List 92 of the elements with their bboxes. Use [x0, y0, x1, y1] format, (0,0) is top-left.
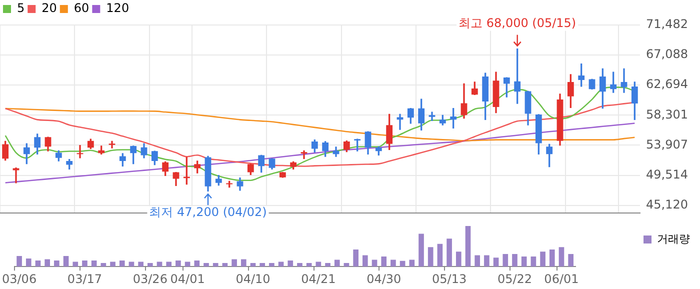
legend-label: 20 — [42, 1, 57, 16]
candlestick — [300, 150, 308, 159]
bar — [521, 256, 527, 267]
y-tick-label: 67,088 — [646, 47, 688, 62]
bar — [138, 262, 144, 267]
x-tick-label: 03/06 — [2, 272, 37, 286]
x-tick-label: 05/22 — [497, 272, 532, 286]
x-tick-label: 06/01 — [544, 272, 579, 286]
x-tick-label: 04/01 — [170, 272, 205, 286]
annotation: 최고 68,000 (05/15) — [458, 16, 576, 30]
line-series — [4, 122, 636, 184]
x-tick-label: 03/17 — [67, 272, 102, 286]
bar — [63, 256, 69, 267]
bar — [381, 256, 387, 267]
x-tick-label: 03/26 — [132, 272, 168, 286]
bar — [212, 262, 218, 267]
bar — [316, 262, 322, 267]
bar — [446, 238, 452, 267]
bar — [54, 260, 60, 267]
bar — [16, 256, 22, 267]
bar — [568, 254, 574, 267]
y-tick-label: 49,514 — [646, 167, 688, 182]
bar — [269, 262, 274, 267]
legend-label: 5 — [17, 1, 25, 16]
x-tick-label: 04/10 — [236, 272, 270, 286]
bar — [344, 262, 350, 267]
bar — [26, 258, 32, 267]
bar — [288, 260, 294, 267]
bar — [100, 262, 106, 267]
bar — [110, 262, 116, 267]
bar — [194, 260, 200, 267]
bar — [148, 262, 153, 267]
bar — [166, 262, 172, 267]
bar — [156, 262, 162, 267]
bar — [222, 262, 228, 267]
bar — [240, 259, 246, 267]
bar — [353, 250, 358, 267]
y-tick-label: 45,120 — [646, 197, 688, 212]
bar — [474, 255, 480, 267]
bar — [502, 254, 508, 267]
bar — [540, 252, 546, 267]
bar — [204, 262, 209, 267]
bar — [400, 260, 406, 267]
x-tick-label: 05/13 — [432, 272, 467, 286]
bar — [437, 244, 443, 267]
candlestick — [396, 114, 404, 130]
candlestick — [428, 112, 436, 121]
bar — [428, 247, 434, 267]
bar — [549, 250, 555, 267]
candlestick — [620, 68, 628, 93]
bar — [278, 262, 284, 267]
bar — [390, 260, 396, 267]
legend-label: 거래량 — [657, 232, 690, 246]
candlestick — [12, 168, 20, 184]
bar — [465, 226, 471, 267]
legend-label: 120 — [106, 1, 130, 16]
bar — [250, 262, 256, 267]
bar — [119, 260, 125, 267]
bar — [325, 262, 330, 267]
bar — [456, 252, 462, 267]
candlestick — [76, 144, 84, 158]
bar — [334, 260, 340, 267]
bar — [493, 258, 499, 267]
bar — [128, 262, 134, 267]
bar — [91, 260, 97, 267]
bar — [558, 247, 564, 267]
bar — [82, 260, 88, 267]
bar — [362, 255, 368, 267]
bar — [44, 259, 50, 267]
bar — [372, 260, 378, 267]
y-tick-label: 58,301 — [646, 107, 688, 122]
x-tick-label: 04/30 — [366, 272, 402, 286]
bar — [176, 260, 181, 267]
bar — [418, 234, 424, 267]
bar — [35, 260, 41, 267]
annotation: 최저 47,200 (04/02) — [149, 205, 267, 220]
y-tick-label: 53,907 — [646, 137, 688, 152]
bar — [297, 262, 302, 267]
bar — [232, 259, 237, 267]
bar — [72, 262, 78, 267]
candlestick — [108, 140, 116, 148]
bar — [484, 255, 490, 267]
y-tick-label: 62,694 — [646, 77, 688, 92]
bar — [260, 262, 266, 267]
bar — [512, 254, 518, 267]
bar — [306, 262, 312, 267]
x-tick-label: 04/21 — [301, 272, 336, 286]
legend-label: 60 — [74, 1, 90, 16]
bar — [184, 262, 190, 267]
y-tick-label: 71,482 — [646, 17, 688, 32]
bar — [409, 260, 415, 267]
bar — [530, 256, 536, 267]
